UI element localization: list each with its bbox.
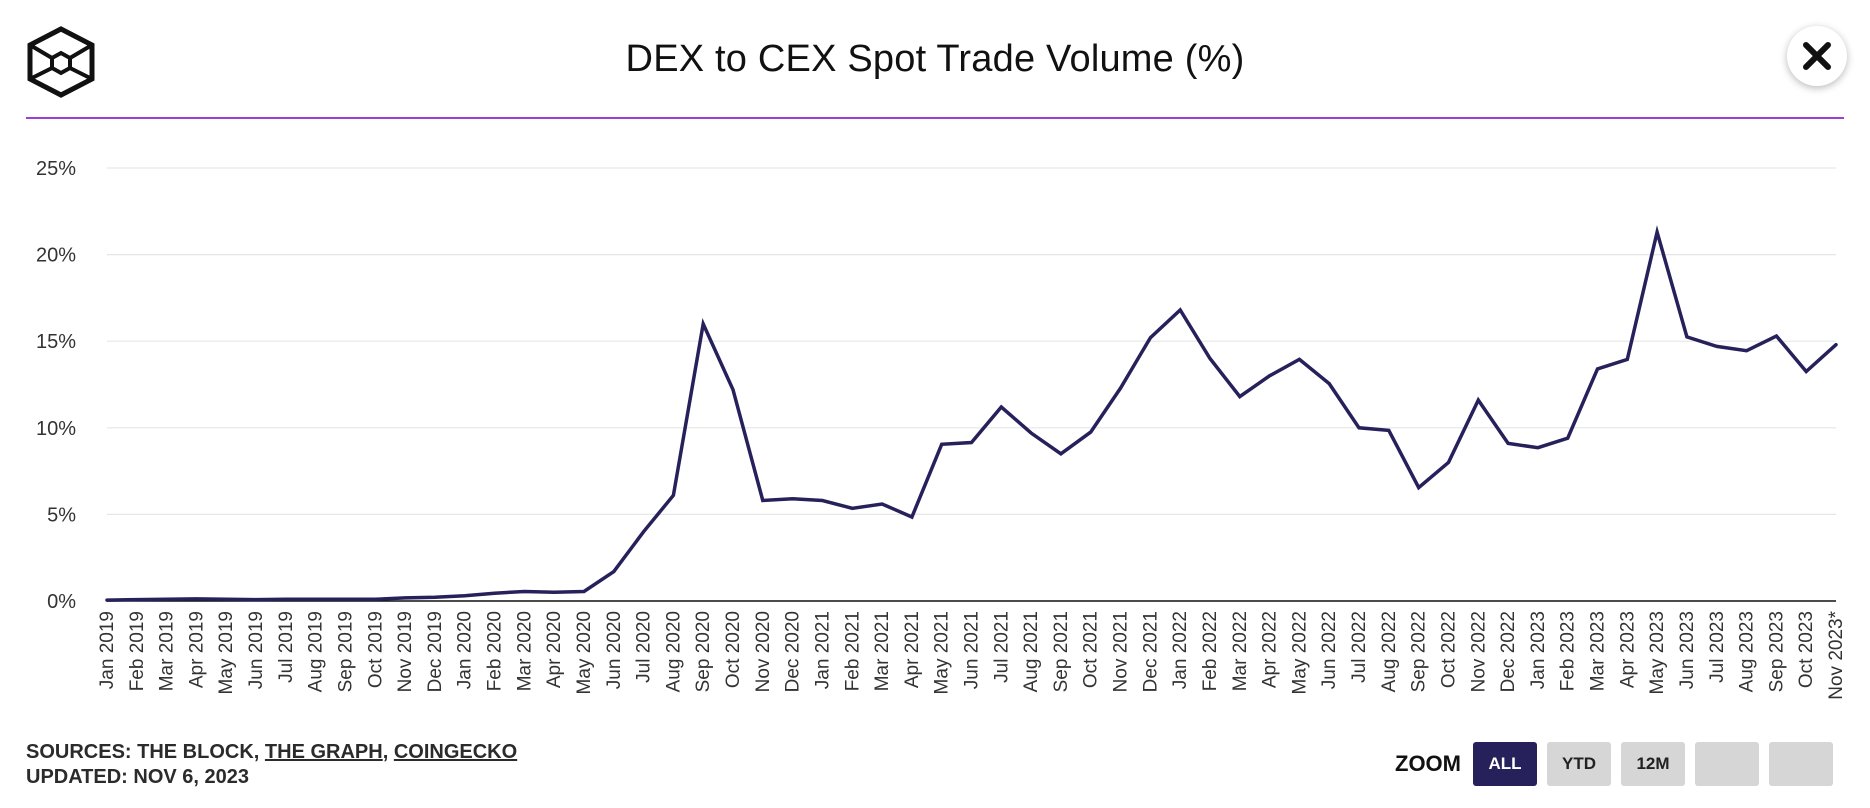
x-tick-label: Dec 2021: [1140, 611, 1161, 692]
x-tick-label: Jul 2023: [1707, 611, 1728, 683]
x-tick-label: Aug 2020: [663, 611, 684, 692]
updated-date: UPDATED: NOV 6, 2023: [26, 766, 250, 788]
x-tick-label: Oct 2021: [1081, 611, 1102, 688]
x-tick-label: Aug 2022: [1379, 611, 1400, 692]
x-tick-label: Nov 2023*: [1826, 610, 1847, 699]
x-tick-label: Sep 2021: [1051, 611, 1072, 692]
x-tick-label: Apr 2022: [1260, 611, 1281, 688]
x-tick-label: May 2021: [932, 611, 953, 694]
x-tick-label: Apr 2023: [1617, 611, 1638, 688]
source-separator: ,: [253, 741, 265, 763]
x-tick-label: Apr 2019: [186, 611, 207, 688]
source-separator: ,: [382, 741, 394, 763]
zoom-12m-button[interactable]: 12M: [1621, 742, 1685, 786]
y-tick-label: 15%: [36, 331, 76, 353]
x-tick-label: Jan 2021: [812, 611, 833, 689]
source-the-block: THE BLOCK: [137, 741, 254, 763]
x-tick-label: Jul 2022: [1349, 611, 1370, 683]
x-tick-label: May 2020: [574, 611, 595, 694]
x-tick-label: Jan 2019: [97, 611, 118, 689]
x-tick-label: Oct 2022: [1438, 611, 1459, 688]
x-tick-label: Mar 2022: [1230, 611, 1251, 691]
x-tick-label: May 2019: [216, 611, 237, 694]
close-icon: [1803, 42, 1831, 70]
x-tick-label: Oct 2019: [365, 611, 386, 688]
x-tick-label: Jan 2022: [1170, 611, 1191, 689]
x-tick-label: Feb 2020: [485, 611, 506, 691]
x-tick-label: Jan 2023: [1528, 611, 1549, 689]
x-tick-label: Mar 2019: [157, 611, 178, 691]
x-tick-label: Jun 2019: [246, 611, 267, 689]
x-tick-label: Jun 2020: [604, 611, 625, 689]
x-tick-label: Feb 2023: [1558, 611, 1579, 691]
y-tick-label: 5%: [47, 504, 76, 526]
x-tick-label: Mar 2020: [514, 611, 535, 691]
x-tick-label: Feb 2022: [1200, 611, 1221, 691]
title-divider: [26, 117, 1844, 119]
x-tick-label: Aug 2019: [306, 611, 327, 692]
x-tick-label: Nov 2022: [1468, 611, 1489, 692]
x-tick-label: Apr 2020: [544, 611, 565, 688]
y-tick-label: 20%: [36, 245, 76, 267]
x-tick-label: Apr 2021: [902, 611, 923, 688]
x-tick-label: Sep 2022: [1409, 611, 1430, 692]
x-tick-label: Jun 2021: [962, 611, 983, 689]
x-tick-label: Sep 2019: [335, 611, 356, 692]
x-tick-label: Mar 2023: [1588, 611, 1609, 691]
x-tick-label: Aug 2021: [1021, 611, 1042, 692]
x-tick-label: Dec 2019: [425, 611, 446, 692]
series-line: [105, 225, 1838, 602]
source-coingecko-link[interactable]: COINGECKO: [393, 741, 518, 763]
x-tick-label: Aug 2023: [1737, 611, 1758, 692]
x-tick-label: Nov 2021: [1111, 611, 1132, 692]
x-tick-label: Jul 2020: [634, 611, 655, 683]
x-tick-label: Jan 2020: [455, 611, 476, 689]
x-tick-label: Jun 2023: [1677, 611, 1698, 689]
the-block-logo-icon: [26, 26, 96, 98]
y-tick-label: 10%: [36, 418, 76, 440]
x-tick-label: Jul 2019: [276, 611, 297, 683]
chart-title: DEX to CEX Spot Trade Volume (%): [625, 38, 1245, 80]
sources-note: SOURCES: THE BLOCK, THE GRAPH, COINGECKO…: [26, 740, 517, 790]
zoom-label: ZOOM: [1395, 751, 1461, 776]
line-chart: 0% 5% 10% 15% 20% 25% Jan 2019 Feb 2019 Mar 2019…: [36, 158, 1847, 700]
zoom-blank-button-2[interactable]: [1769, 742, 1833, 786]
x-tick-label: Oct 2023: [1796, 611, 1817, 688]
x-tick-label: Sep 2020: [693, 611, 714, 692]
x-tick-label: Dec 2022: [1498, 611, 1519, 692]
sources-prefix: SOURCES:: [26, 741, 138, 763]
x-tick-label: Feb 2019: [127, 611, 148, 691]
x-tick-label: Mar 2021: [872, 611, 893, 691]
zoom-blank-button-1[interactable]: [1695, 742, 1759, 786]
y-tick-label: 0%: [47, 591, 76, 613]
x-tick-label: Nov 2020: [753, 611, 774, 692]
x-tick-label: Jun 2022: [1319, 611, 1340, 689]
x-tick-label: May 2023: [1647, 611, 1668, 694]
x-tick-label: Jul 2021: [991, 611, 1012, 683]
close-button[interactable]: [1787, 26, 1847, 86]
source-the-graph-link[interactable]: THE GRAPH: [264, 741, 383, 763]
x-tick-label: May 2022: [1289, 611, 1310, 694]
x-tick-label: Sep 2023: [1766, 611, 1787, 692]
x-tick-label: Nov 2019: [395, 611, 416, 692]
x-tick-label: Oct 2020: [723, 611, 744, 688]
x-tick-label: Dec 2020: [783, 611, 804, 692]
zoom-ytd-button[interactable]: YTD: [1547, 742, 1611, 786]
zoom-all-button[interactable]: ALL: [1473, 742, 1537, 786]
x-tick-label: Feb 2021: [842, 611, 863, 691]
y-tick-label: 25%: [36, 158, 76, 180]
zoom-controls: ZOOM ALL YTD 12M: [1395, 742, 1833, 786]
